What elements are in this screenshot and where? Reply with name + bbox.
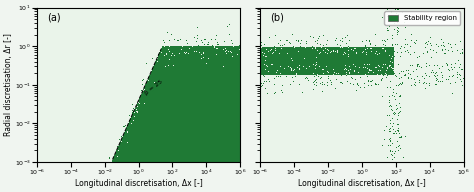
Text: (a): (a) [47, 12, 61, 22]
Y-axis label: Radial discretisation, Δr [-]: Radial discretisation, Δr [-] [4, 33, 13, 136]
Legend: Stability region: Stability region [384, 11, 460, 25]
X-axis label: Longitudinal discretisation, Δx [-]: Longitudinal discretisation, Δx [-] [298, 179, 426, 188]
Text: β = 25: β = 25 [144, 79, 164, 96]
Text: (b): (b) [270, 12, 284, 22]
X-axis label: Longitudinal discretisation, Δx [-]: Longitudinal discretisation, Δx [-] [75, 179, 202, 188]
